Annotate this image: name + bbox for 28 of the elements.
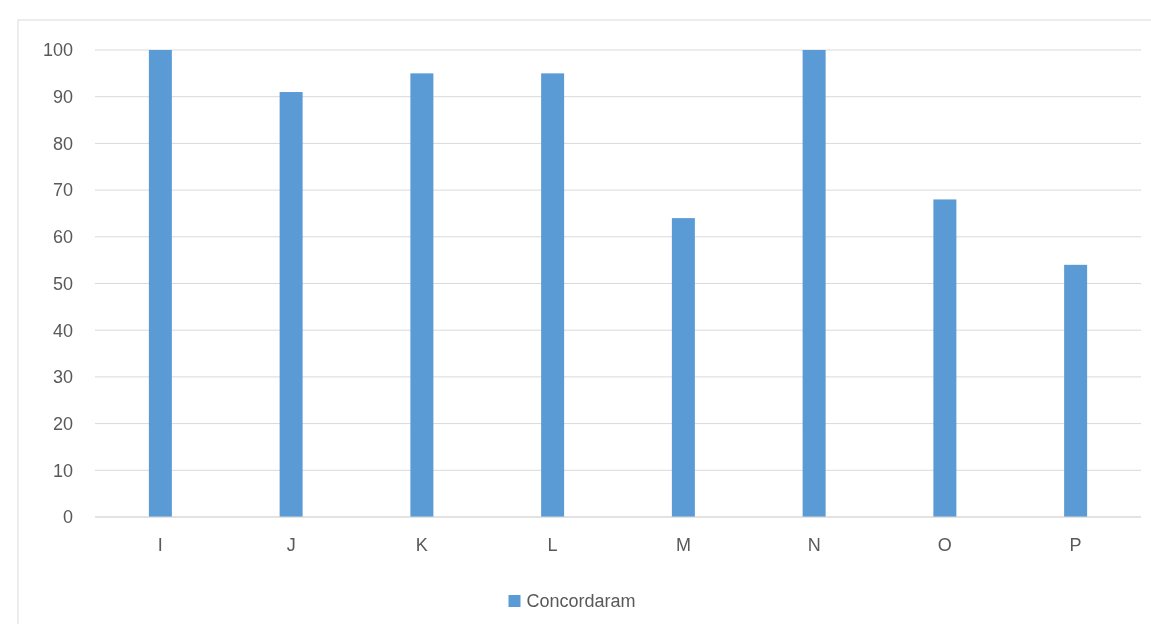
- bar: [541, 73, 565, 517]
- x-tick-label: P: [1069, 535, 1082, 555]
- x-tick-label: I: [157, 535, 163, 555]
- x-tick-label: J: [286, 535, 296, 555]
- bar: [671, 218, 695, 517]
- bar: [410, 73, 434, 517]
- y-tick-label: 0: [62, 507, 73, 528]
- legend-label: Concordaram: [526, 591, 636, 612]
- x-tick-label: L: [547, 535, 558, 555]
- y-tick-label: 10: [52, 460, 73, 481]
- y-tick-label: 100: [42, 40, 73, 61]
- y-tick-label: 20: [52, 413, 73, 434]
- bar: [279, 92, 303, 517]
- y-tick-label: 40: [52, 320, 73, 341]
- x-tick-label: N: [807, 535, 821, 555]
- y-tick-label: 80: [52, 133, 73, 154]
- bar: [933, 199, 957, 517]
- y-tick-label: 30: [52, 367, 73, 388]
- x-tick-label: M: [675, 535, 691, 555]
- y-tick-label: 50: [52, 273, 73, 294]
- bar: [1064, 264, 1088, 517]
- y-tick-label: 70: [52, 180, 73, 201]
- bar: [148, 50, 172, 517]
- x-tick-label: K: [415, 535, 428, 555]
- y-tick-label: 90: [52, 87, 73, 107]
- x-tick-label: O: [937, 535, 952, 555]
- bar: [802, 50, 826, 517]
- y-tick-label: 60: [52, 227, 73, 248]
